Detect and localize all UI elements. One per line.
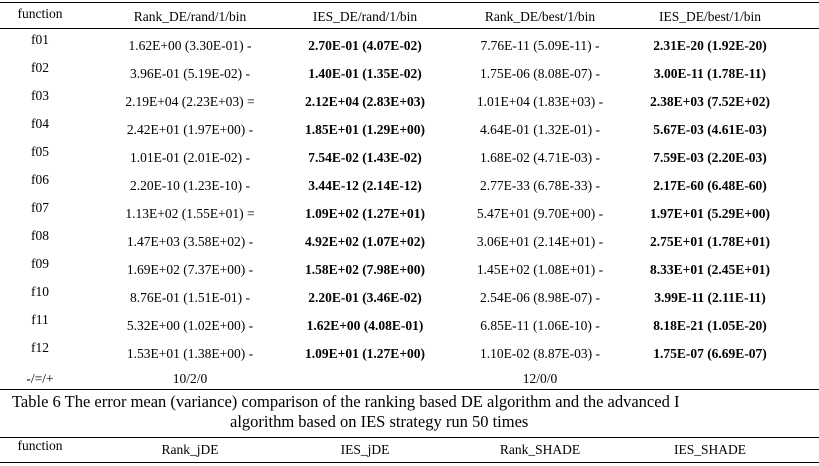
header-cell: IES_SHADE [673, 442, 747, 457]
caption-line: algorithm based on IES strategy run 50 t… [230, 412, 529, 431]
data-cell: 8.33E+01 (2.45E+01) [649, 262, 771, 277]
header-cell: Rank_SHADE [499, 442, 581, 457]
data-cell: 1.40E-01 (1.35E-02) [308, 66, 422, 81]
data-cell: 1.85E+01 (1.29E+00) [304, 122, 426, 137]
data-cell: 5.32E+00 (1.02E+00) - [126, 318, 254, 333]
data-cell: 7.54E-02 (1.43E-02) [308, 150, 422, 165]
summary-cell: 10/2/0 [172, 371, 208, 386]
data-cell: 1.62E+00 (3.30E-01) - [128, 38, 252, 53]
data-cell: 1.69E+02 (7.37E+00) - [126, 262, 254, 277]
data-cell: 1.58E+02 (7.98E+00) [304, 262, 426, 277]
row-label: f01 [31, 32, 49, 47]
row-label: f10 [31, 284, 49, 299]
data-cell: 1.01E+04 (1.83E+03) - [476, 94, 604, 109]
row-label: f08 [31, 228, 49, 243]
header-cell: Rank_DE/rand/1/bin [133, 9, 247, 24]
data-cell: 1.01E-01 (2.01E-02) - [130, 150, 250, 165]
data-cell: 3.44E-12 (2.14E-12) [308, 178, 422, 193]
data-cell: 2.31E-20 (1.92E-20) [653, 38, 767, 53]
rule [0, 437, 819, 438]
summary-label: -/=/+ [26, 371, 54, 386]
row-label: f06 [31, 172, 49, 187]
data-cell: 4.64E-01 (1.32E-01) - [480, 122, 600, 137]
header-cell: function [17, 438, 63, 453]
data-cell: 4.92E+02 (1.07E+02) [304, 234, 426, 249]
data-cell: 1.09E+01 (1.27E+00) [304, 346, 426, 361]
data-cell: 2.75E+01 (1.78E+01) [649, 234, 771, 249]
data-cell: 6.85E-11 (1.06E-10) - [480, 318, 600, 333]
data-cell: 3.00E-11 (1.78E-11) [653, 66, 767, 81]
data-cell: 2.77E-33 (6.78E-33) - [480, 178, 600, 193]
data-cell: 2.70E-01 (4.07E-02) [308, 38, 422, 53]
header-cell: function [17, 6, 63, 21]
data-cell: 2.12E+04 (2.83E+03) [304, 94, 426, 109]
header-cell: IES_DE/rand/1/bin [312, 9, 418, 24]
data-cell: 1.45E+02 (1.08E+01) - [476, 262, 604, 277]
data-cell: 2.20E-10 (1.23E-10) - [130, 178, 250, 193]
data-cell: 3.06E+01 (2.14E+01) - [476, 234, 604, 249]
data-cell: 8.18E-21 (1.05E-20) [653, 318, 767, 333]
data-cell: 2.42E+01 (1.97E+00) - [126, 122, 254, 137]
data-cell: 1.97E+01 (5.29E+00) [649, 206, 771, 221]
header-cell: Rank_jDE [161, 442, 219, 457]
summary-cell: 12/0/0 [522, 371, 558, 386]
rule [0, 462, 819, 463]
rule [0, 389, 819, 390]
data-cell: 1.53E+01 (1.38E+00) - [126, 346, 254, 361]
caption-line: Table 6 The error mean (variance) compar… [12, 392, 680, 411]
header-cell: Rank_DE/best/1/bin [484, 9, 596, 24]
header-cell: IES_jDE [340, 442, 390, 457]
row-label: f09 [31, 256, 49, 271]
data-cell: 1.13E+02 (1.55E+01) = [125, 206, 255, 221]
data-cell: 1.47E+03 (3.58E+02) - [126, 234, 254, 249]
rule [0, 2, 819, 3]
row-label: f07 [31, 200, 49, 215]
row-label: f11 [31, 312, 49, 327]
data-cell: 5.47E+01 (9.70E+00) - [476, 206, 604, 221]
rule [0, 28, 819, 29]
data-cell: 2.38E+03 (7.52E+02) [649, 94, 771, 109]
data-cell: 7.59E-03 (2.20E-03) [653, 150, 767, 165]
data-cell: 2.54E-06 (8.98E-07) - [480, 290, 600, 305]
row-label: f02 [31, 60, 49, 75]
data-cell: 2.17E-60 (6.48E-60) [653, 178, 767, 193]
data-cell: 1.68E-02 (4.71E-03) - [480, 150, 600, 165]
data-cell: 8.76E-01 (1.51E-01) - [130, 290, 250, 305]
data-cell: 1.75E-07 (6.69E-07) [653, 346, 767, 361]
data-cell: 7.76E-11 (5.09E-11) - [480, 38, 600, 53]
data-cell: 2.20E-01 (3.46E-02) [308, 290, 422, 305]
row-label: f05 [31, 144, 49, 159]
data-cell: 1.09E+02 (1.27E+01) [304, 206, 426, 221]
data-cell: 1.62E+00 (4.08E-01) [306, 318, 424, 333]
data-cell: 3.96E-01 (5.19E-02) - [130, 66, 250, 81]
data-cell: 1.75E-06 (8.08E-07) - [480, 66, 600, 81]
data-cell: 5.67E-03 (4.61E-03) [653, 122, 767, 137]
row-label: f03 [31, 88, 49, 103]
row-label: f04 [31, 116, 49, 131]
data-cell: 2.19E+04 (2.23E+03) = [125, 94, 255, 109]
row-label: f12 [31, 340, 49, 355]
data-cell: 3.99E-11 (2.11E-11) [654, 290, 766, 305]
data-cell: 1.10E-02 (8.87E-03) - [480, 346, 600, 361]
header-cell: IES_DE/best/1/bin [659, 9, 761, 24]
